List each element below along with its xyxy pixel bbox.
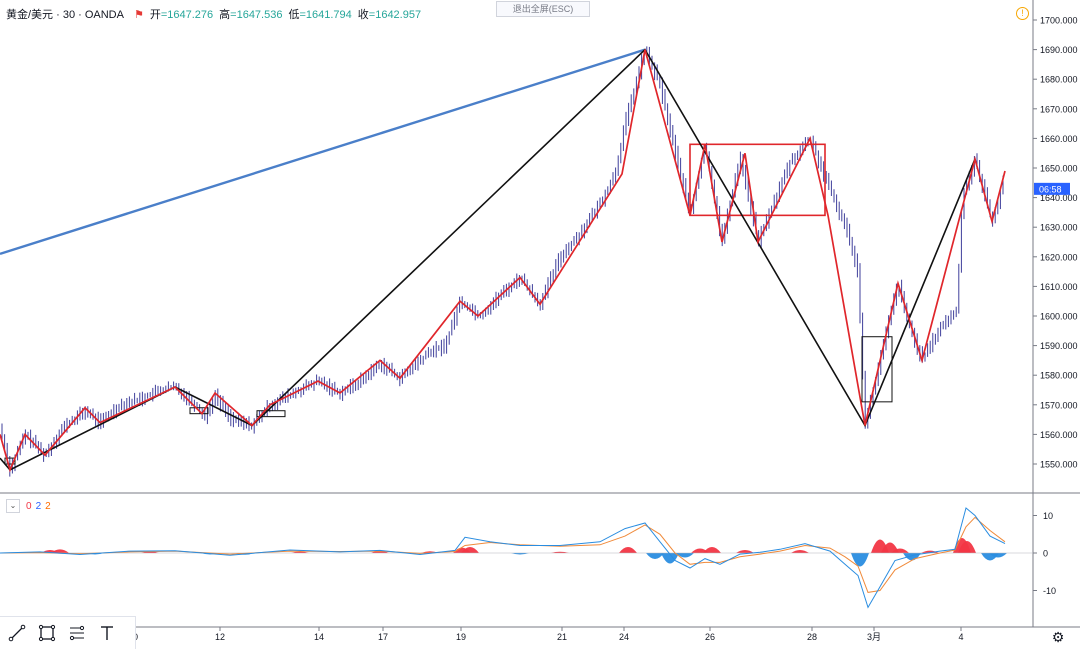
indicator-y-tick-label: -10 xyxy=(1043,586,1056,596)
histogram-bar xyxy=(461,547,479,553)
x-tick-label: 12 xyxy=(215,632,225,642)
histogram-bar xyxy=(891,548,909,553)
y-tick-label: 1680.000 xyxy=(1040,75,1078,85)
indicator-legend: ⌄ 0 2 2 xyxy=(6,499,55,513)
range-box[interactable] xyxy=(689,143,826,217)
price-tag-bg xyxy=(1034,182,1070,195)
x-tick-label: 3月 xyxy=(867,632,881,642)
y-tick-label: 1630.000 xyxy=(1040,223,1078,233)
warning-icon[interactable]: ! xyxy=(1016,7,1029,20)
indicator-param-fast: 0 xyxy=(26,500,32,512)
rectangle-tool-icon[interactable] xyxy=(34,620,60,646)
histogram-bar xyxy=(511,553,529,555)
range-box[interactable] xyxy=(4,457,16,465)
x-tick-label: 4 xyxy=(958,632,963,642)
drawing-toolbar xyxy=(0,616,136,649)
histogram-bar xyxy=(989,553,1007,558)
histogram-bar xyxy=(51,549,69,553)
ohlc-low: 低=1641.794 xyxy=(288,9,352,21)
histogram-bar xyxy=(958,541,976,553)
y-tick-label: 1560.000 xyxy=(1040,430,1078,440)
y-tick-label: 1620.000 xyxy=(1040,252,1078,262)
y-tick-label: 1580.000 xyxy=(1040,371,1078,381)
x-tick-label: 19 xyxy=(456,632,466,642)
indicator-param-slow: 2 xyxy=(35,500,42,512)
price-tag-time: 06:58 xyxy=(1039,184,1062,194)
histogram-bar xyxy=(851,553,869,567)
x-tick-label: 14 xyxy=(314,632,324,642)
y-tick-label: 1550.000 xyxy=(1040,460,1078,470)
flag-icon[interactable]: ⚑ xyxy=(133,8,144,21)
indicator-y-tick-label: 10 xyxy=(1043,511,1053,521)
y-tick-label: 1650.000 xyxy=(1040,164,1078,174)
histogram-bar xyxy=(619,547,637,553)
ohlc-close: 收=1642.957 xyxy=(357,9,422,21)
histogram-bar xyxy=(646,553,664,559)
ohlc-high: 高=1647.536 xyxy=(219,9,283,21)
x-tick-label: 28 xyxy=(807,632,817,642)
ohlc-open: 开=1647.276 xyxy=(149,9,214,21)
chevron-down-icon[interactable]: ⌄ xyxy=(6,499,20,513)
x-tick-label: 21 xyxy=(557,632,567,642)
histogram-bar xyxy=(736,550,754,553)
trend-line-tool-icon[interactable] xyxy=(4,620,30,646)
exit-fullscreen-button[interactable]: 退出全屏(ESC) xyxy=(496,1,590,17)
fib-retracement-tool-icon[interactable] xyxy=(64,620,90,646)
gear-icon[interactable]: ⚙ xyxy=(1051,629,1065,645)
blue-trend-line[interactable] xyxy=(0,48,646,255)
x-tick-label: 24 xyxy=(619,632,629,642)
y-tick-label: 1610.000 xyxy=(1040,282,1078,292)
y-tick-label: 1570.000 xyxy=(1040,400,1078,410)
y-tick-label: 1660.000 xyxy=(1040,134,1078,144)
y-tick-label: 1700.000 xyxy=(1040,16,1078,26)
range-box[interactable] xyxy=(189,407,209,415)
y-tick-label: 1690.000 xyxy=(1040,45,1078,55)
histogram-bar xyxy=(703,547,721,553)
histogram-bar xyxy=(676,553,694,558)
symbol-label: 黄金/美元 · 30 · OANDA xyxy=(6,9,124,21)
y-tick-label: 1640.000 xyxy=(1040,193,1078,203)
macd-line xyxy=(0,507,1006,609)
indicator-param-signal: 2 xyxy=(45,500,51,512)
red-zigzag-line[interactable] xyxy=(0,49,1006,473)
y-tick-label: 1670.000 xyxy=(1040,104,1078,114)
histogram-bar xyxy=(661,553,679,564)
y-tick-label: 1590.000 xyxy=(1040,341,1078,351)
range-box[interactable] xyxy=(256,410,286,418)
x-tick-label: 26 xyxy=(705,632,715,642)
indicator-y-tick-label: 0 xyxy=(1043,549,1048,559)
text-tool-icon[interactable] xyxy=(94,620,120,646)
range-box[interactable] xyxy=(861,336,893,403)
histogram-bar xyxy=(791,550,809,553)
chart-legend: 黄金/美元 · 30 · OANDA ⚑ 开=1647.276 高=1647.5… xyxy=(6,6,427,22)
histogram-bar xyxy=(291,551,309,553)
x-tick-label: 17 xyxy=(378,632,388,642)
y-tick-label: 1600.000 xyxy=(1040,312,1078,322)
